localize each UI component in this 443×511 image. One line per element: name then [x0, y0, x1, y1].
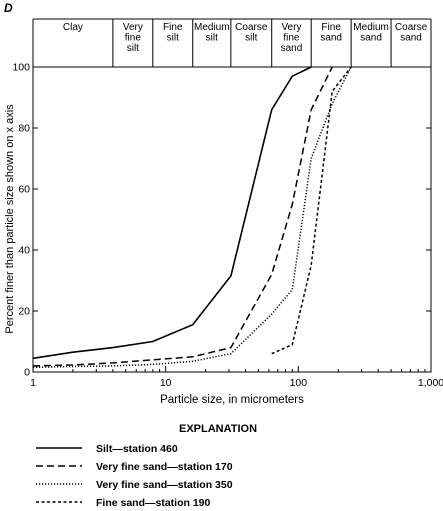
size-class-label: silt	[167, 33, 179, 44]
y-tick-label: 20	[18, 306, 30, 318]
size-class-label: Very	[123, 22, 143, 33]
x-tick-label: 100	[290, 377, 308, 389]
legend-label: Very fine sand—station 350	[96, 479, 233, 491]
series-line	[32, 66, 352, 369]
size-class-label: Coarse	[395, 22, 428, 33]
legend: Silt—station 460 Very fine sand—station 1…	[36, 443, 233, 509]
size-class-label: sand	[320, 33, 342, 44]
size-class-label: silt	[206, 33, 218, 44]
y-tick-label: 40	[18, 245, 30, 257]
size-class-label: silt	[245, 33, 257, 44]
axis-ticks: 0 20 40 60 80 100 1 10 100 1,000	[12, 62, 443, 390]
y-tick-label: 60	[18, 184, 30, 196]
x-tick-label: 1	[30, 377, 36, 389]
legend-label: Silt—station 460	[96, 443, 178, 455]
x-tick-label: 10	[160, 377, 172, 389]
size-class-label: Very	[281, 22, 301, 33]
size-class-label: sand	[360, 33, 382, 44]
size-class-label: fine	[283, 33, 300, 44]
series-line	[32, 66, 333, 367]
x-axis-label: Particle size, in micrometers	[160, 394, 304, 406]
panel-label: D	[4, 1, 13, 15]
size-class-label: Coarse	[235, 22, 268, 33]
size-class-header: Clay VeryfinesiltFinesiltMediumsiltCoarse…	[32, 18, 432, 67]
explanation-title: EXPLANATION	[179, 423, 257, 435]
size-class-label: fine	[125, 33, 142, 44]
series-line	[32, 66, 312, 360]
legend-label: Very fine sand—station 170	[96, 461, 233, 473]
size-class-label: sand	[400, 33, 422, 44]
y-tick-label: 80	[18, 123, 30, 135]
size-class-label: silt	[127, 43, 139, 54]
legend-label: Fine sand—station 190	[96, 497, 211, 509]
size-class-label: Clay	[63, 22, 83, 33]
y-axis-label: Percent finer than particle size shown o…	[4, 104, 16, 334]
size-class-label: Medium	[194, 22, 230, 33]
size-class-label: Medium	[353, 22, 389, 33]
size-class-label: sand	[281, 43, 303, 54]
size-class-label: Fine	[321, 22, 341, 33]
series-lines	[32, 66, 352, 369]
y-tick-label: 100	[12, 62, 30, 74]
y-tick-label: 0	[24, 367, 30, 379]
x-tick-label: 1,000	[418, 377, 443, 389]
size-class-label: Fine	[163, 22, 183, 33]
plot-frame	[32, 66, 432, 373]
